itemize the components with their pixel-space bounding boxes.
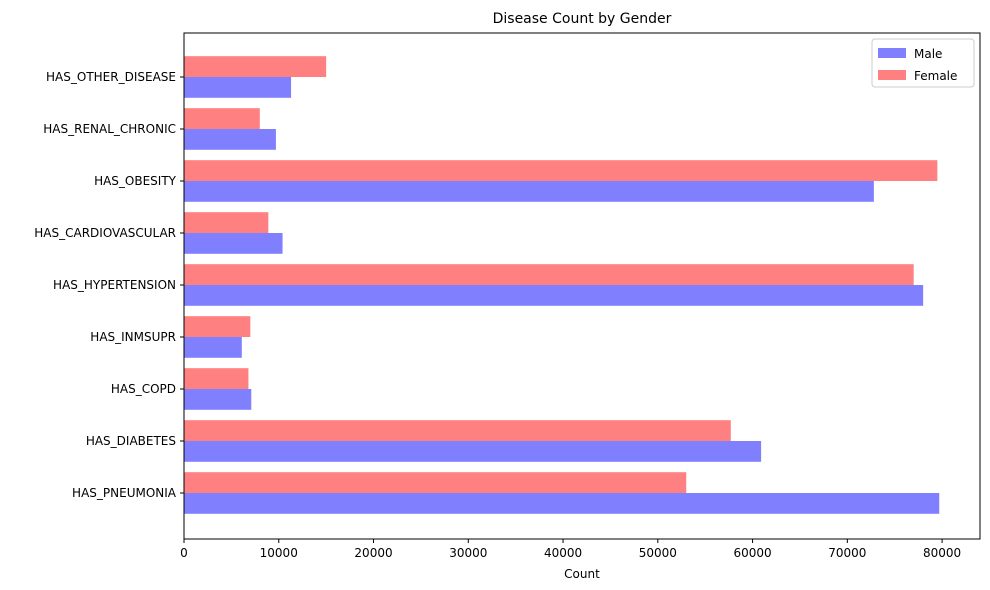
y-tick-label: HAS_DIABETES bbox=[86, 434, 176, 448]
y-tick-label: HAS_CARDIOVASCULAR bbox=[34, 226, 176, 240]
bar-male-has-diabetes bbox=[184, 441, 762, 462]
x-tick-label: 30000 bbox=[449, 546, 487, 560]
legend-swatch-female bbox=[878, 70, 906, 80]
chart-title: Disease Count by Gender bbox=[493, 11, 672, 27]
y-tick-label: HAS_RENAL_CHRONIC bbox=[43, 122, 176, 136]
y-tick-label: HAS_OBESITY bbox=[94, 174, 177, 188]
bar-male-has-pneumonia bbox=[184, 493, 940, 514]
legend-label-male: Male bbox=[914, 47, 942, 61]
bar-male-has-obesity bbox=[184, 181, 874, 202]
x-tick-label: 80000 bbox=[923, 546, 961, 560]
bar-male-has-other-disease bbox=[184, 77, 292, 98]
x-tick-label: 60000 bbox=[733, 546, 771, 560]
bar-female-has-hypertension bbox=[184, 264, 914, 285]
bar-female-has-cardiovascular bbox=[184, 212, 269, 233]
bar-female-has-copd bbox=[184, 368, 249, 389]
x-tick-label: 40000 bbox=[544, 546, 582, 560]
y-tick-label: HAS_HYPERTENSION bbox=[53, 278, 176, 292]
x-tick-label: 70000 bbox=[828, 546, 866, 560]
bars-layer bbox=[184, 56, 940, 514]
x-tick-label: 50000 bbox=[639, 546, 677, 560]
bar-female-has-renal-chronic bbox=[184, 108, 260, 129]
bar-female-has-other-disease bbox=[184, 56, 327, 77]
y-tick-label: HAS_INMSUPR bbox=[90, 330, 176, 344]
legend-label-female: Female bbox=[914, 69, 957, 83]
bar-female-has-obesity bbox=[184, 160, 938, 181]
plot-frame bbox=[183, 32, 981, 540]
legend: Male Female bbox=[871, 38, 975, 88]
y-tick-label: HAS_OTHER_DISEASE bbox=[46, 70, 176, 84]
y-axis: HAS_PNEUMONIA HAS_DIABETES HAS_COPD HAS_INM… bbox=[34, 70, 184, 500]
x-tick-label: 10000 bbox=[260, 546, 298, 560]
x-axis-title: Count bbox=[564, 567, 600, 581]
bar-female-has-diabetes bbox=[184, 420, 731, 441]
bar-male-has-hypertension bbox=[184, 285, 924, 306]
bar-female-has-inmsupr bbox=[184, 316, 251, 337]
bar-male-has-renal-chronic bbox=[184, 129, 276, 150]
bar-male-has-copd bbox=[184, 389, 252, 410]
bar-female-has-pneumonia bbox=[184, 472, 687, 493]
bar-male-has-inmsupr bbox=[184, 337, 242, 358]
x-tick-label: 0 bbox=[180, 546, 188, 560]
legend-swatch-male bbox=[878, 48, 906, 58]
x-tick-label: 20000 bbox=[354, 546, 392, 560]
bar-male-has-cardiovascular bbox=[184, 233, 283, 254]
y-tick-label: HAS_COPD bbox=[111, 382, 176, 396]
y-tick-label: HAS_PNEUMONIA bbox=[72, 486, 177, 500]
x-axis: 0 10000 20000 30000 40000 50000 60000 70000 8000… bbox=[180, 539, 961, 560]
